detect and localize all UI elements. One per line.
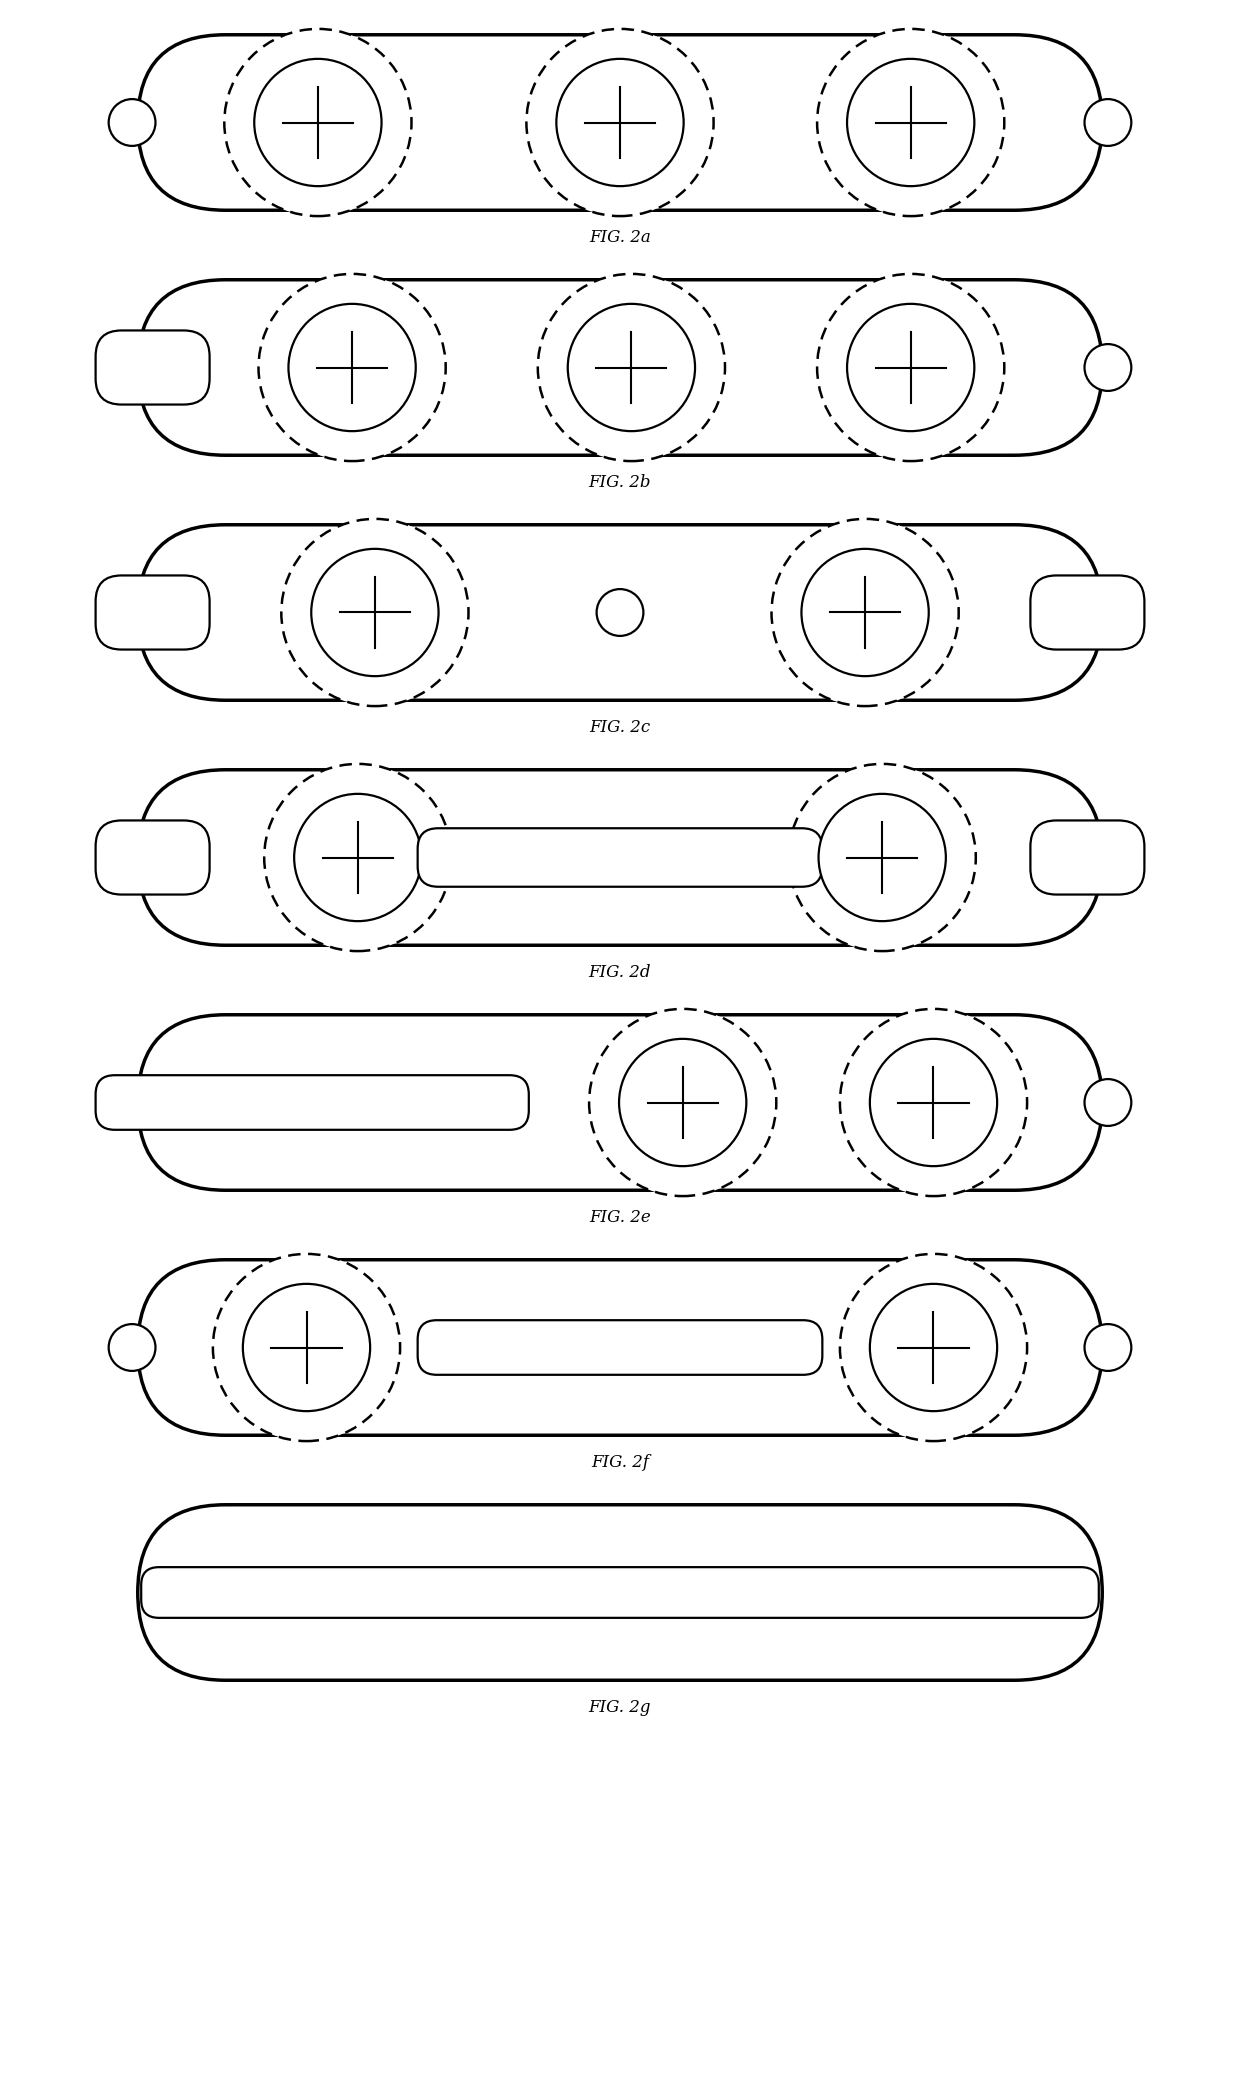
- Circle shape: [109, 1323, 155, 1371]
- Circle shape: [224, 29, 412, 216]
- Circle shape: [869, 1284, 997, 1410]
- Text: FIG. 2f: FIG. 2f: [591, 1454, 649, 1470]
- FancyBboxPatch shape: [418, 828, 822, 888]
- Circle shape: [527, 29, 713, 216]
- Circle shape: [1085, 344, 1131, 390]
- Circle shape: [818, 794, 946, 921]
- FancyBboxPatch shape: [418, 1321, 822, 1375]
- Circle shape: [789, 763, 976, 952]
- Circle shape: [281, 518, 469, 705]
- Text: FIG. 2c: FIG. 2c: [589, 720, 651, 736]
- Circle shape: [619, 1039, 746, 1166]
- Circle shape: [568, 305, 696, 431]
- Circle shape: [538, 274, 725, 460]
- Circle shape: [213, 1255, 401, 1441]
- Circle shape: [847, 305, 975, 431]
- Circle shape: [817, 29, 1004, 216]
- FancyBboxPatch shape: [95, 1074, 528, 1130]
- FancyBboxPatch shape: [138, 35, 1102, 209]
- Circle shape: [109, 100, 155, 145]
- Text: FIG. 2b: FIG. 2b: [589, 475, 651, 492]
- Circle shape: [869, 1039, 997, 1166]
- FancyBboxPatch shape: [138, 1506, 1102, 1680]
- Circle shape: [1085, 100, 1131, 145]
- FancyBboxPatch shape: [138, 769, 1102, 946]
- FancyBboxPatch shape: [138, 525, 1102, 701]
- Circle shape: [1085, 1323, 1131, 1371]
- Circle shape: [801, 550, 929, 676]
- Circle shape: [847, 58, 975, 187]
- FancyBboxPatch shape: [138, 1259, 1102, 1435]
- Circle shape: [839, 1255, 1027, 1441]
- FancyBboxPatch shape: [138, 1014, 1102, 1190]
- Text: FIG. 2a: FIG. 2a: [589, 228, 651, 247]
- Circle shape: [258, 274, 445, 460]
- Circle shape: [771, 518, 959, 705]
- Circle shape: [243, 1284, 371, 1410]
- Circle shape: [311, 550, 439, 676]
- Text: FIG. 2d: FIG. 2d: [589, 964, 651, 981]
- FancyBboxPatch shape: [95, 821, 210, 894]
- FancyBboxPatch shape: [95, 330, 210, 404]
- Circle shape: [817, 274, 1004, 460]
- FancyBboxPatch shape: [1030, 821, 1145, 894]
- Circle shape: [289, 305, 415, 431]
- Text: FIG. 2e: FIG. 2e: [589, 1209, 651, 1226]
- Text: FIG. 2g: FIG. 2g: [589, 1699, 651, 1715]
- FancyBboxPatch shape: [95, 574, 210, 649]
- Circle shape: [589, 1008, 776, 1197]
- Circle shape: [839, 1008, 1027, 1197]
- Circle shape: [557, 58, 683, 187]
- FancyBboxPatch shape: [141, 1568, 1099, 1618]
- Circle shape: [254, 58, 382, 187]
- Circle shape: [294, 794, 422, 921]
- FancyBboxPatch shape: [1030, 574, 1145, 649]
- Circle shape: [264, 763, 451, 952]
- FancyBboxPatch shape: [138, 280, 1102, 456]
- Circle shape: [596, 589, 644, 637]
- Circle shape: [1085, 1078, 1131, 1126]
